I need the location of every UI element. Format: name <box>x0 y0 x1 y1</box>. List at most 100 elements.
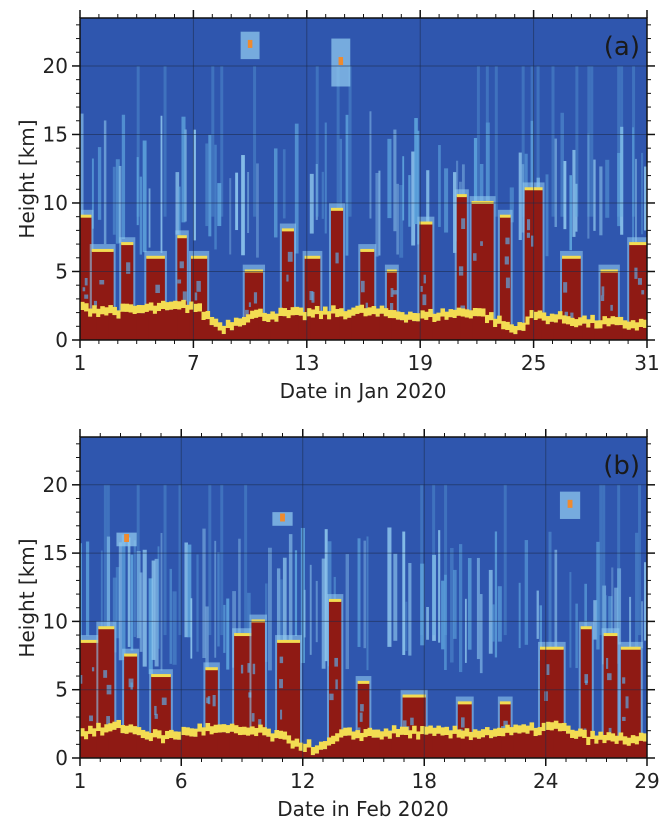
boundary-layer-top <box>242 316 247 326</box>
boundary-layer-top <box>553 720 559 729</box>
boundary-layer <box>136 313 142 340</box>
plume-gap <box>177 279 182 284</box>
scatter-column <box>593 600 598 640</box>
plume-gap <box>84 277 88 286</box>
scatter-streak <box>632 65 636 217</box>
boundary-layer-top <box>537 727 543 736</box>
boundary-layer <box>104 732 109 758</box>
boundary-layer-top <box>521 724 526 733</box>
upper-layer-core <box>280 513 285 522</box>
boundary-layer <box>351 739 356 758</box>
boundary-layer-top <box>497 727 502 736</box>
plume-edge <box>124 653 138 657</box>
boundary-layer-top <box>96 722 101 732</box>
scatter-column <box>294 123 299 254</box>
scatter-streak <box>163 484 167 636</box>
scatter-column <box>378 170 381 256</box>
scatter-column <box>226 598 230 670</box>
boundary-layer <box>84 311 89 340</box>
x-tick-label: 13 <box>294 351 319 375</box>
boundary-layer-top <box>468 310 474 319</box>
boundary-layer-top <box>185 304 190 314</box>
scatter-column <box>632 127 635 243</box>
plume-gap <box>279 656 284 664</box>
boundary-layer <box>278 315 283 340</box>
ticks-a: 1 7 13 19 25 31 0 5 10 15 20 <box>43 10 660 375</box>
boundary-layer-top <box>254 309 259 318</box>
plume-gap <box>194 292 198 301</box>
plume-gap <box>625 696 629 709</box>
boundary-layer-top <box>318 310 324 320</box>
scatter-column <box>294 550 298 636</box>
aerosol-plume <box>499 216 511 340</box>
boundary-layer <box>108 731 113 758</box>
scatter-column <box>115 159 120 244</box>
boundary-layer <box>472 316 478 340</box>
scatter-column <box>160 115 163 253</box>
plume-gap <box>622 677 626 684</box>
boundary-layer <box>205 319 211 340</box>
boundary-layer <box>505 732 510 758</box>
scatter-column <box>118 165 122 243</box>
scatter-streak <box>244 484 248 636</box>
boundary-layer <box>391 733 397 758</box>
scatter-column <box>479 594 483 674</box>
scatter-column <box>405 601 408 651</box>
boundary-layer-top <box>452 309 458 319</box>
plume-edge <box>281 228 294 232</box>
boundary-layer-top <box>408 311 413 320</box>
scatter-column <box>235 172 239 231</box>
boundary-layer <box>351 315 356 340</box>
scatter-streak <box>432 484 436 636</box>
boundary-layer-top <box>318 741 324 750</box>
scatter-streak <box>617 484 621 636</box>
boundary-layer <box>404 735 409 758</box>
scatter-column <box>375 172 379 257</box>
boundary-layer <box>566 324 571 340</box>
boundary-layer <box>80 736 85 758</box>
scatter-streak <box>476 65 480 217</box>
scatter-column <box>458 544 463 673</box>
boundary-layer <box>100 314 105 340</box>
boundary-layer-top <box>452 725 458 734</box>
boundary-layer-top <box>383 728 389 737</box>
boundary-layer <box>578 736 583 758</box>
plume-gap <box>365 302 368 310</box>
plume-edge <box>277 639 301 643</box>
boundary-layer <box>517 733 522 758</box>
scatter-column <box>190 598 193 659</box>
scatter-column <box>303 589 306 638</box>
boundary-layer-top <box>598 731 603 740</box>
boundary-layer <box>347 317 352 340</box>
scatter-column <box>569 572 572 668</box>
scatter-column <box>572 149 576 237</box>
plume-gap <box>80 675 83 684</box>
scatter-column <box>408 563 412 656</box>
boundary-layer <box>217 732 223 758</box>
boundary-layer <box>318 749 324 758</box>
boundary-layer-top <box>412 725 417 734</box>
plume-edge <box>80 639 102 643</box>
scatter-column <box>321 171 324 219</box>
x-tick-label: 1 <box>74 769 87 793</box>
boundary-layer <box>213 326 219 340</box>
scatter-column <box>148 188 151 248</box>
boundary-layer <box>217 330 223 340</box>
scatter-column <box>80 543 82 653</box>
scatter-column <box>241 155 245 256</box>
boundary-layer <box>574 738 579 758</box>
boundary-layer-top <box>395 311 401 320</box>
boundary-layer <box>594 743 599 758</box>
boundary-layer-top <box>262 727 267 736</box>
plume-edge <box>360 248 375 252</box>
scatter-column <box>453 172 457 253</box>
boundary-layer <box>622 744 628 758</box>
boundary-layer-top <box>205 310 211 320</box>
boundary-layer-top <box>505 724 510 733</box>
boundary-layer <box>242 325 247 340</box>
plume-gap <box>530 235 534 247</box>
scatter-streak <box>315 65 319 217</box>
boundary-layer <box>432 735 437 758</box>
aerosol-plume <box>629 244 647 340</box>
scatter-column <box>575 183 578 232</box>
